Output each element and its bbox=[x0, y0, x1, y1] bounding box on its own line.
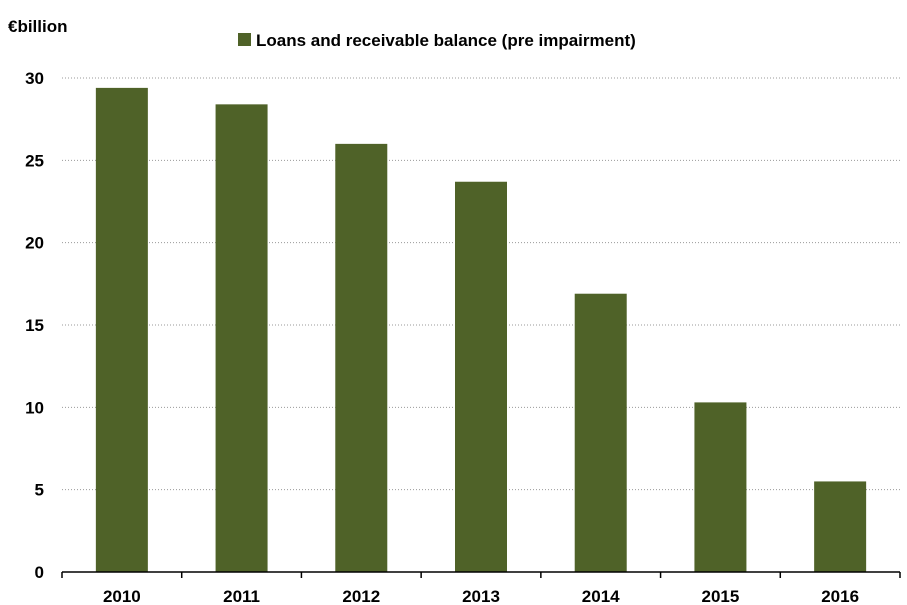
bar-2011 bbox=[215, 104, 268, 572]
y-tick-labels: 0 5 10 15 20 25 30 bbox=[25, 69, 44, 582]
y-axis-label: €billion bbox=[8, 17, 68, 36]
bar-2015 bbox=[694, 402, 747, 572]
bar-2010 bbox=[95, 87, 148, 572]
axes bbox=[61, 571, 901, 578]
legend-label: Loans and receivable balance (pre impair… bbox=[256, 31, 636, 50]
x-tick-label: 2011 bbox=[223, 587, 260, 605]
y-tick-label: 0 bbox=[35, 563, 44, 582]
legend-swatch bbox=[238, 33, 251, 46]
y-tick-label: 5 bbox=[35, 481, 44, 500]
x-tick-label: 2016 bbox=[821, 587, 859, 605]
y-tick-label: 15 bbox=[25, 316, 44, 335]
bar-2013 bbox=[455, 181, 507, 573]
y-tick-label: 20 bbox=[25, 234, 44, 253]
x-tick-label: 2014 bbox=[582, 587, 620, 605]
x-tick-label: 2010 bbox=[103, 587, 141, 605]
legend: Loans and receivable balance (pre impair… bbox=[238, 31, 636, 50]
x-tick-label: 2013 bbox=[462, 587, 500, 605]
y-tick-label: 30 bbox=[25, 69, 44, 88]
bar-2012 bbox=[335, 143, 388, 572]
y-tick-label: 10 bbox=[25, 398, 44, 417]
bar-2016 bbox=[814, 481, 867, 572]
x-tick-label: 2015 bbox=[702, 587, 740, 605]
y-tick-label: 25 bbox=[25, 151, 44, 170]
x-tick-labels: 2010 2011 2012 2013 2014 2015 2016 bbox=[103, 587, 859, 605]
bars bbox=[95, 87, 867, 573]
bar-2014 bbox=[574, 293, 627, 572]
x-tick-label: 2012 bbox=[342, 587, 380, 605]
